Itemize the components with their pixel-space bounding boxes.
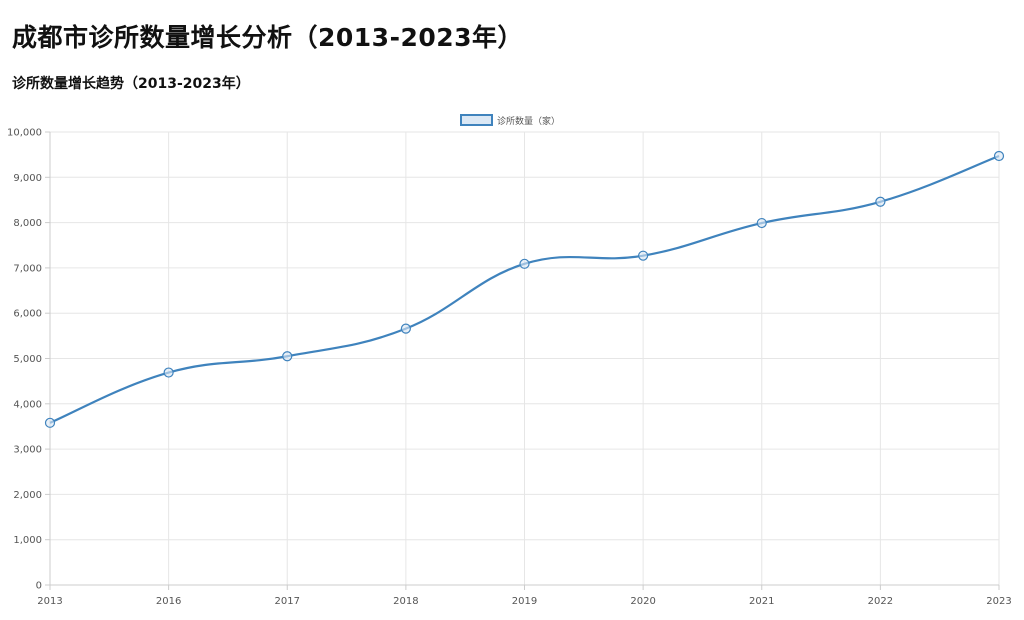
data-point-2021[interactable] xyxy=(756,217,767,229)
x-tick-label: 2018 xyxy=(393,596,418,607)
x-tick-label: 2019 xyxy=(512,596,537,607)
data-point-2023[interactable] xyxy=(993,150,1005,162)
legend-swatch[interactable] xyxy=(460,114,493,126)
page-title: 成都市诊所数量增长分析（2013-2023年） xyxy=(12,23,524,52)
legend[interactable]: 诊所数量（家） xyxy=(460,114,560,127)
data-point-2022[interactable] xyxy=(875,196,886,207)
data-point-2019[interactable] xyxy=(519,258,530,269)
y-tick-label: 5,000 xyxy=(13,354,42,365)
x-tick-label: 2017 xyxy=(275,596,300,607)
y-tick-label: 2,000 xyxy=(13,490,42,501)
x-tick-label: 2020 xyxy=(630,596,655,607)
x-tick-label: 2013 xyxy=(37,596,62,607)
x-tick-label: 2022 xyxy=(868,596,893,607)
y-tick-label: 9,000 xyxy=(13,173,42,184)
x-tick-label: 2021 xyxy=(749,596,774,607)
data-points xyxy=(44,150,1005,428)
legend-label[interactable]: 诊所数量（家） xyxy=(497,115,560,127)
y-tick-label: 10,000 xyxy=(7,128,42,139)
axes: 0 1,000 2,000 3,000 4,000 5,000 6,000 7,000 8,00… xyxy=(7,128,1012,608)
data-point-2020[interactable] xyxy=(638,250,649,261)
y-tick-label: 0 xyxy=(36,581,42,592)
data-point-2017[interactable] xyxy=(282,351,293,362)
data-point-2018[interactable] xyxy=(400,323,411,334)
y-tick-label: 7,000 xyxy=(13,263,42,274)
data-point-2013[interactable] xyxy=(44,417,56,428)
y-tick-label: 4,000 xyxy=(13,399,42,410)
grid xyxy=(49,131,1000,586)
x-tick-label: 2016 xyxy=(156,596,181,607)
x-tick-label: 2023 xyxy=(986,596,1011,607)
y-tick-label: 6,000 xyxy=(13,309,42,320)
y-tick-label: 3,000 xyxy=(13,445,42,456)
y-tick-label: 1,000 xyxy=(13,535,42,546)
chart-title: 诊所数量增长趋势（2013-2023年） xyxy=(12,76,250,92)
data-point-2016[interactable] xyxy=(163,367,174,378)
y-tick-label: 8,000 xyxy=(13,218,42,229)
